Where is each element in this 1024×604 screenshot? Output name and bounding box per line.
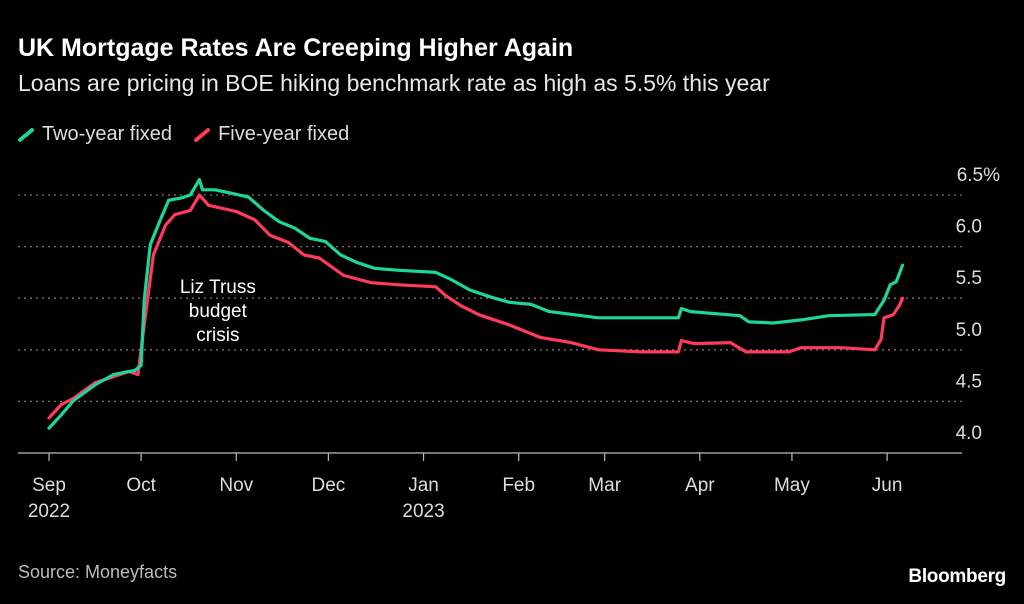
y-tick-label: 4.0 bbox=[956, 423, 982, 444]
x-tick-label: Feb bbox=[502, 475, 535, 496]
x-tick-label: Sep bbox=[32, 475, 66, 496]
x-tick-year-label: 2023 bbox=[402, 501, 444, 522]
x-tick-label: Nov bbox=[219, 475, 253, 496]
x-tick-label: Apr bbox=[685, 475, 715, 496]
y-tick-label: 5.5 bbox=[956, 268, 982, 289]
legend-swatch-two-year-icon bbox=[18, 127, 34, 142]
annotation-liz-truss: Liz Truss budget crisis bbox=[180, 277, 256, 346]
annotation-line: Liz Truss bbox=[180, 277, 256, 298]
x-tick-year-label: 2022 bbox=[28, 501, 70, 522]
legend-item-two-year: Two-year fixed bbox=[18, 123, 172, 146]
chart-title: UK Mortgage Rates Are Creeping Higher Ag… bbox=[18, 34, 574, 62]
legend-label: Five-year fixed bbox=[218, 123, 350, 145]
annotation-line: budget bbox=[189, 301, 248, 322]
y-tick-label: 5.0 bbox=[956, 320, 982, 341]
x-tick-label: Jun bbox=[872, 475, 903, 496]
legend-label: Two-year fixed bbox=[42, 123, 173, 145]
source-note: Source: Moneyfacts bbox=[18, 562, 178, 582]
x-tick-label: May bbox=[774, 475, 810, 496]
annotation-line: crisis bbox=[196, 325, 239, 346]
bloomberg-logo: Bloomberg bbox=[908, 566, 1006, 587]
chart-subtitle: Loans are pricing in BOE hiking benchmar… bbox=[18, 70, 770, 96]
x-tick-label: Oct bbox=[126, 475, 156, 496]
series-five-year-fixed-line bbox=[47, 193, 905, 420]
x-tick-label: Mar bbox=[588, 475, 621, 496]
y-tick-label: 6.0 bbox=[956, 217, 982, 238]
series-two-year-fixed-line bbox=[47, 177, 905, 430]
x-tick-label: Dec bbox=[311, 475, 345, 496]
x-tick-label: Jan bbox=[408, 475, 439, 496]
y-tick-label: 4.5 bbox=[956, 371, 982, 392]
legend-item-five-year: Five-year fixed bbox=[194, 123, 349, 146]
legend: Two-year fixed Five-year fixed bbox=[18, 123, 349, 146]
legend-swatch-five-year-icon bbox=[194, 127, 211, 142]
y-tick-label: 6.5% bbox=[957, 165, 1000, 186]
